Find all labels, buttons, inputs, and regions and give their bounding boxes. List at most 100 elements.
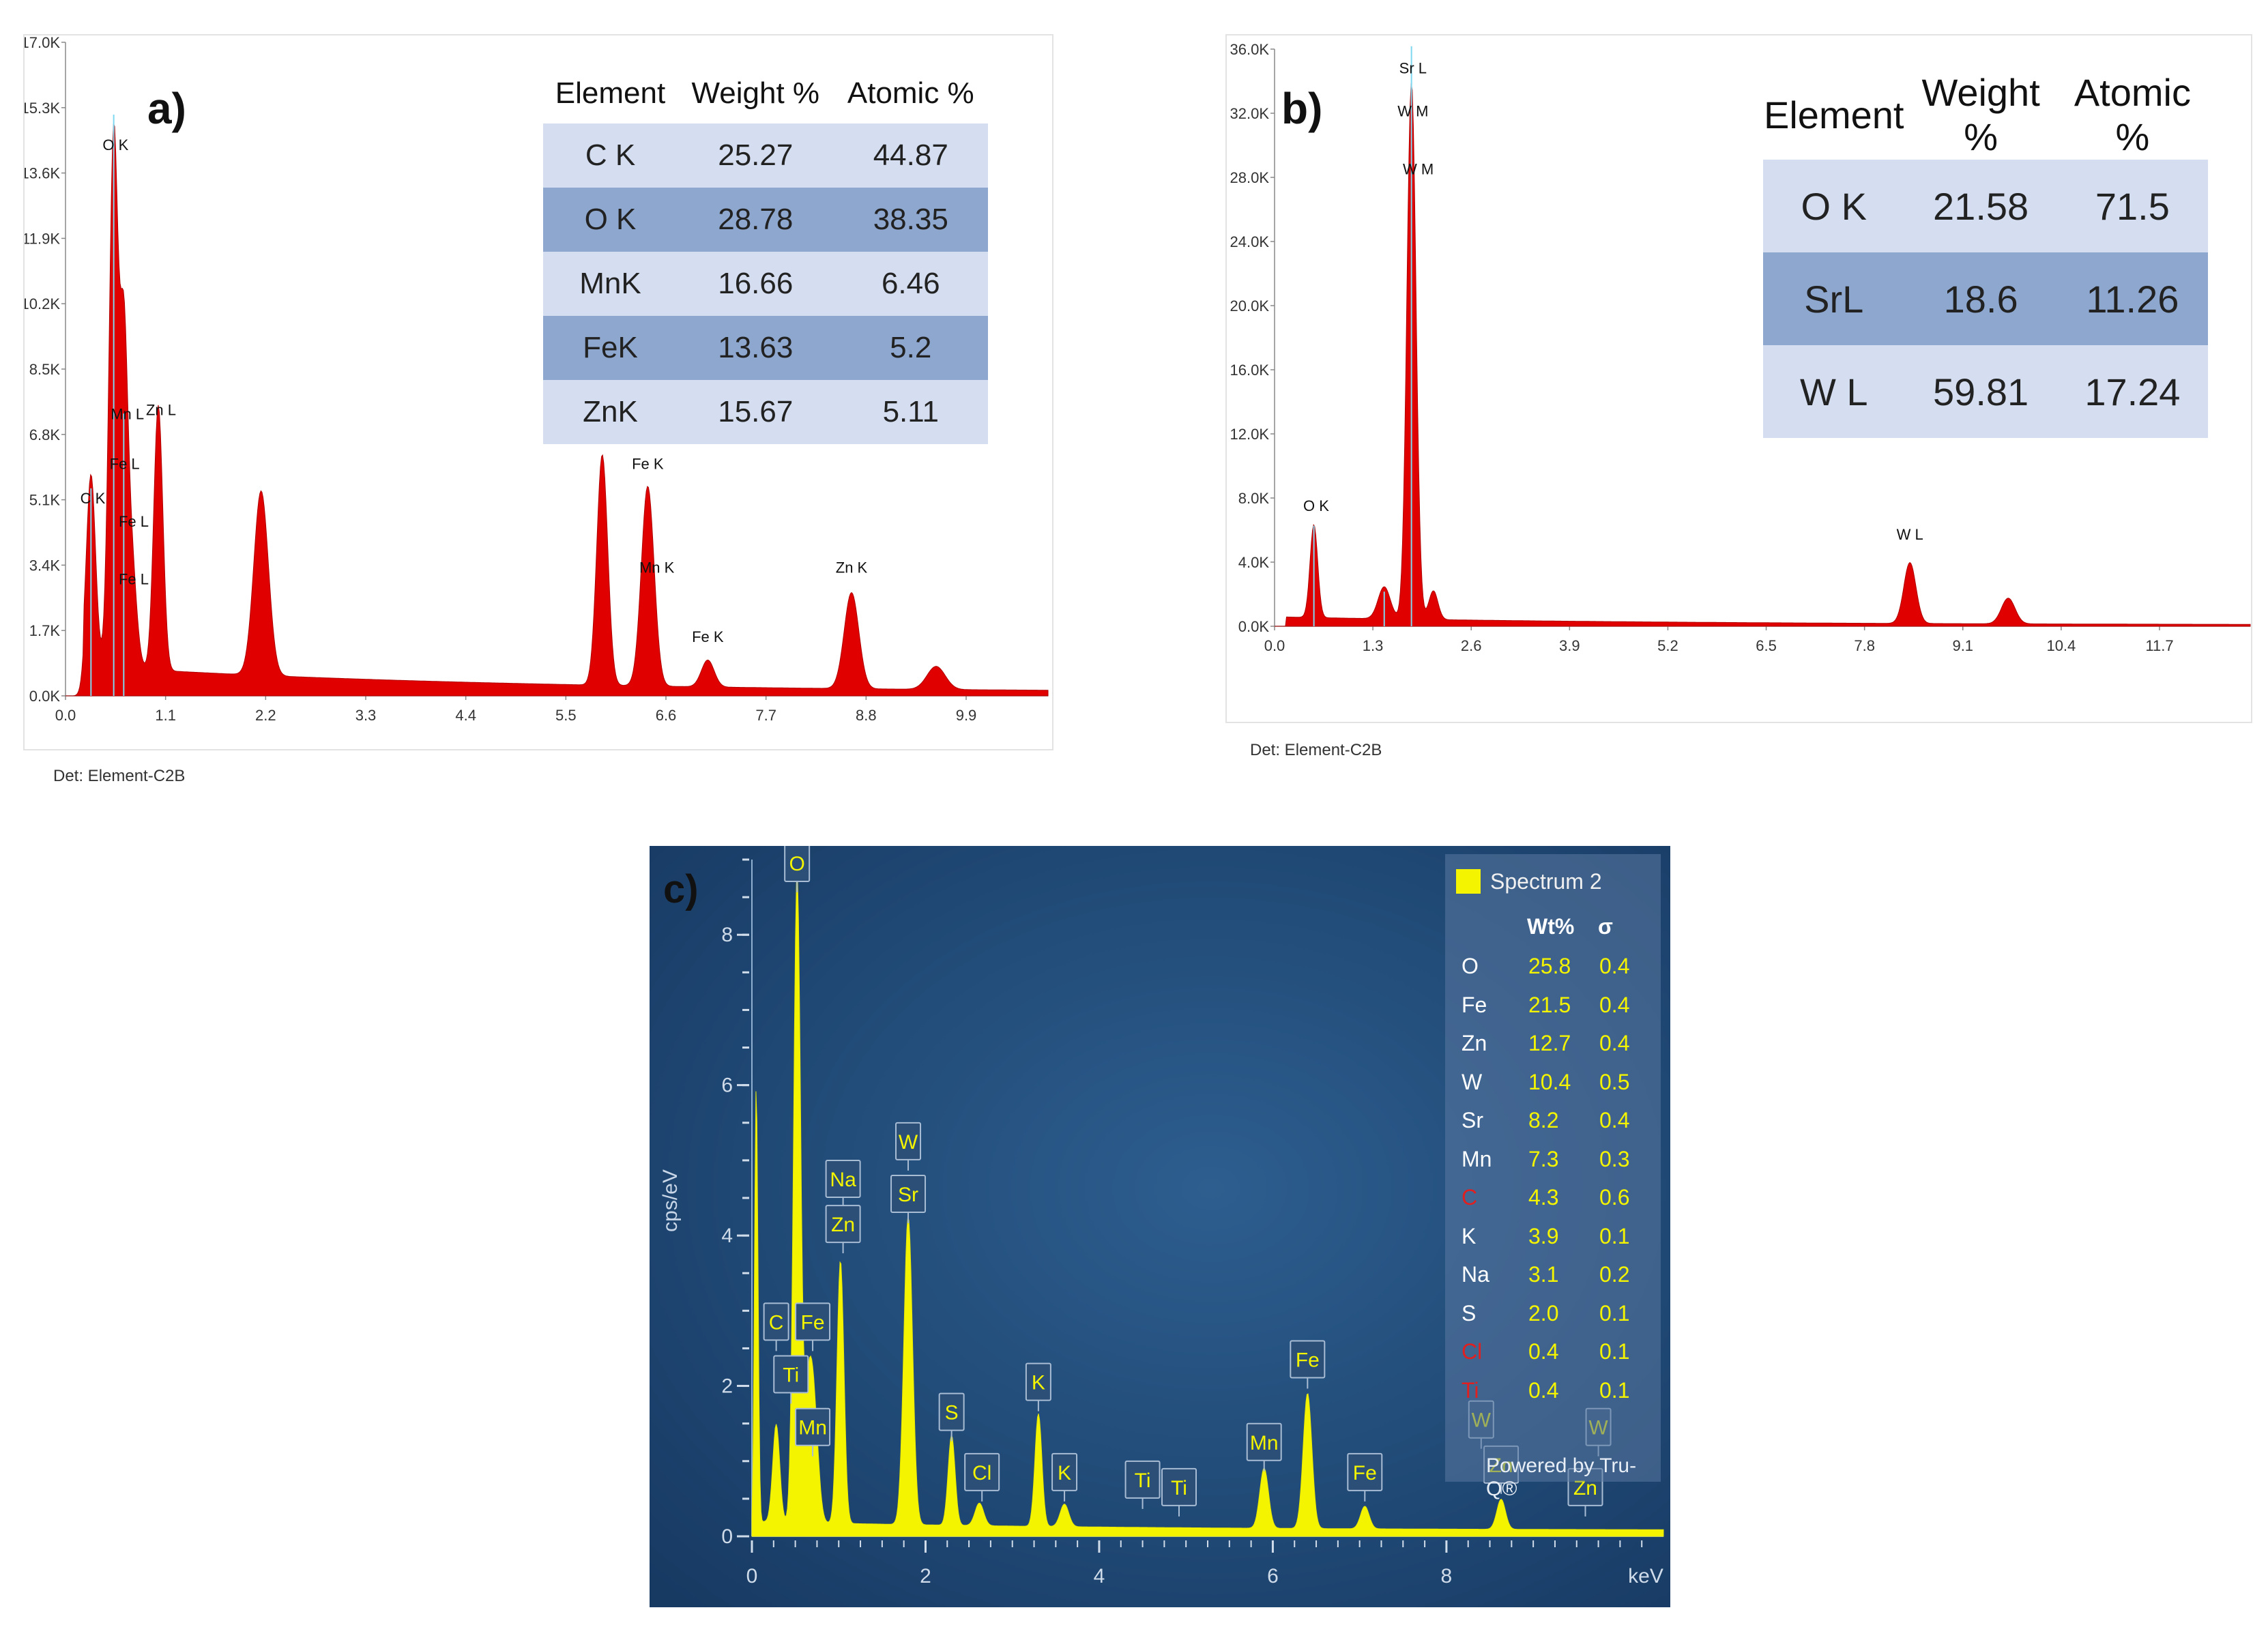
legend-wt: 8.2 (1528, 1108, 1559, 1132)
peak-label-box (1290, 1340, 1326, 1379)
table-a-cell: 16.66 (678, 252, 834, 317)
peak-label: Ti (1161, 1467, 1197, 1517)
y-tick-label: 2 (721, 1375, 733, 1398)
x-tick-label: 7.7 (755, 707, 776, 724)
peak-label-text: Mn (798, 1417, 827, 1439)
legend-title-row: Spectrum 2 (1456, 868, 1602, 895)
peak-label: K (1025, 1362, 1051, 1411)
legend-sigma: 0.6 (1599, 1185, 1630, 1210)
composition-table-b: Element Weight % Atomic % O K 21.58 71.5 SrL 18… (1763, 70, 2208, 438)
table-a-cell: 25.27 (678, 123, 834, 188)
table-a-cell: 44.87 (833, 123, 988, 188)
y-tick-label: 16.0K (1230, 362, 1270, 379)
table-b-row: SrL 18.6 11.26 (1763, 252, 2208, 345)
table-a-cell: C K (543, 123, 678, 188)
peak-label: Fe (1347, 1452, 1383, 1502)
legend-element: K (1462, 1223, 1477, 1248)
y-tick-label: 36.0K (1230, 41, 1270, 58)
table-a-cell: 38.35 (833, 188, 988, 252)
y-tick-label: 3.4K (29, 557, 61, 574)
peak-label: Fe (1290, 1340, 1326, 1389)
legend-sigma: 0.4 (1599, 954, 1630, 978)
peak-label-text: Fe (801, 1311, 825, 1334)
table-b-cell: O K (1763, 160, 1905, 252)
peak-label-text: S (945, 1402, 959, 1424)
legend-element: O (1462, 954, 1479, 978)
legend-element: Mn (1462, 1146, 1492, 1171)
x-tick-label: 9.9 (956, 707, 977, 724)
legend-wt: 2.0 (1528, 1300, 1559, 1326)
peak-label: Fe L (119, 513, 149, 530)
peak-label-text: Ti (1171, 1477, 1187, 1499)
peak-label: Sr (890, 1175, 927, 1224)
panel-label-b: b) (1281, 84, 1323, 133)
panel-label-c: c) (663, 867, 699, 911)
spectrum-chart-a: 0.0K 1.7K 3.4K 5.1K 6.8K 8.5K 10.2K 11.9K 13.6K 1… (25, 35, 1049, 724)
legend-footer: Powered by Tru-Q® (1486, 1454, 1637, 1500)
table-a-header-1: Weight % (678, 63, 834, 124)
table-b-cell: 11.26 (2056, 252, 2208, 345)
peak-label: Zn L (146, 402, 176, 419)
table-a-cell: ZnK (543, 380, 678, 445)
legend-sigma: 0.1 (1599, 1300, 1630, 1326)
table-b-row: O K 21.58 71.5 (1763, 160, 2208, 252)
y-tick-label: 12.0K (1230, 426, 1270, 443)
x-tick-label: 4 (1094, 1565, 1105, 1587)
peak-label-box (1051, 1452, 1078, 1491)
peak-label-box (895, 1122, 922, 1160)
table-a-row: ZnK 15.67 5.11 (543, 380, 988, 445)
x-tick-label: 1.3 (1363, 637, 1384, 654)
x-tick-label: 1.1 (155, 707, 176, 724)
table-b-header-row: Element Weight % Atomic % (1763, 70, 2208, 160)
peak-label-box (763, 1302, 789, 1341)
x-tick-label: 3.3 (355, 707, 377, 724)
y-tick-label: 10.2K (25, 295, 60, 312)
spectrum-chart-b: 0.0K 4.0K 8.0K 12.0K 16.0K 20.0K 24.0K 28.0K 32.… (1230, 41, 2251, 654)
table-a-row: FeK 13.63 5.2 (543, 316, 988, 381)
table-b-header-0: Element (1763, 70, 1905, 160)
peak-label-box (1124, 1460, 1161, 1499)
legend-header-sigma: σ (1598, 914, 1613, 939)
x-tick-label: 7.8 (1854, 637, 1875, 654)
spectrum-panel-c: 0 2 4 6 8 cps/eV 0 2 4 6 8 keV O W Sr Na Zn C Fe Ti Mn S Cl K K T… (650, 846, 1670, 1607)
y-tick-label: 4.0K (1238, 554, 1270, 571)
legend-wt: 0.4 (1528, 1339, 1559, 1364)
spectrum-area (751, 875, 1664, 1537)
peak-label: C K (81, 490, 106, 507)
y-tick-label: 32.0K (1230, 105, 1270, 122)
x-tick-label: 5.2 (1657, 637, 1678, 654)
legend-wt: 25.8 (1528, 954, 1571, 978)
legend-element: C (1462, 1185, 1478, 1210)
peak-label: Fe L (110, 456, 140, 473)
peak-label-box (964, 1452, 1000, 1491)
y-tick-label: 11.9K (25, 230, 60, 247)
peak-label-text: Sr (898, 1184, 918, 1206)
y-tick-label: 0.0K (1238, 618, 1270, 635)
legend-element: W (1462, 1069, 1483, 1094)
peak-label: C (763, 1302, 789, 1351)
table-b-header-1: Weight % (1904, 70, 2057, 160)
peak-label-box (773, 1355, 809, 1394)
y-tick-label: 20.0K (1230, 297, 1270, 314)
table-a-cell: FeK (543, 316, 678, 381)
legend-element: Zn (1462, 1031, 1487, 1055)
table-b-cell: W L (1763, 345, 1905, 438)
x-tick-label: 6.5 (1756, 637, 1777, 654)
legend-wt: 0.4 (1528, 1377, 1559, 1403)
peak-label: Fe L (119, 571, 149, 588)
peak-label: Fe (795, 1302, 831, 1351)
legend-wt: 21.5 (1528, 992, 1571, 1017)
peak-label-box (1246, 1422, 1282, 1461)
x-tick-label: 2 (920, 1565, 931, 1587)
legend-element: Sr (1462, 1108, 1483, 1132)
table-a-header-2: Atomic % (833, 63, 988, 124)
table-b-cell: 71.5 (2056, 160, 2208, 252)
peak-label-text: K (1058, 1462, 1071, 1484)
legend-sigma: 0.4 (1599, 1031, 1630, 1055)
table-b-cell: 18.6 (1904, 252, 2057, 345)
peak-label-box (795, 1302, 831, 1341)
peak-label-box (825, 1159, 861, 1198)
table-a-header-row: Element Weight % Atomic % (543, 63, 988, 124)
peak-label: O K (1303, 497, 1329, 514)
peak-label: Mn (795, 1407, 831, 1456)
